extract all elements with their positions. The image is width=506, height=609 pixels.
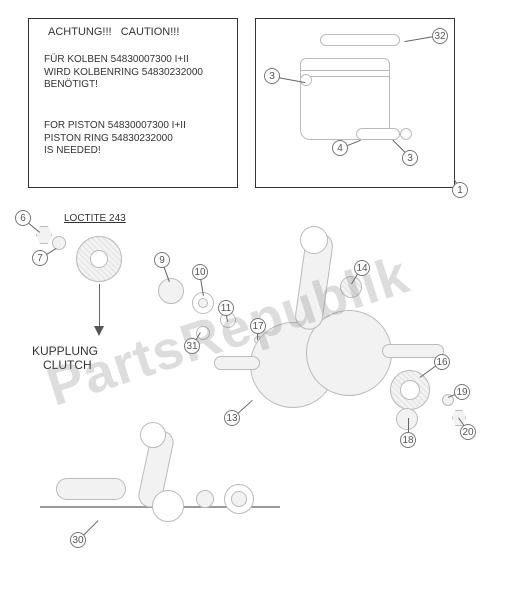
clutch-arrow-head — [94, 326, 104, 336]
callout-3: 3 — [402, 150, 418, 166]
callout-31: 31 — [184, 338, 200, 354]
clutch-arrow-shaft — [99, 284, 100, 326]
callout-7: 7 — [32, 250, 48, 266]
warning-text-de: FÜR KOLBEN 54830007300 I+II WIRD KOLBENR… — [44, 54, 203, 92]
callout-19: 19 — [454, 384, 470, 400]
nut-6 — [36, 226, 52, 244]
crank-shaft-left — [214, 356, 260, 370]
needle-bearing-14 — [340, 276, 362, 298]
conrod-small-end — [300, 226, 328, 254]
clutch-label-en: CLUTCH — [43, 358, 92, 373]
callout-3: 3 — [264, 68, 280, 84]
callout-14: 14 — [354, 260, 370, 276]
warning-text-en: FOR PISTON 54830007300 I+II PISTON RING … — [44, 120, 186, 158]
kit-conrod-bigend — [152, 490, 184, 522]
callout-32: 32 — [432, 28, 448, 44]
kit-conrod-smallend — [140, 422, 166, 448]
kit-pin — [56, 478, 126, 500]
kit-washer — [196, 490, 214, 508]
gear-bore — [90, 250, 108, 268]
callout-18: 18 — [400, 432, 416, 448]
callout-16: 16 — [434, 354, 450, 370]
callout-30: 30 — [70, 532, 86, 548]
callout-13: 13 — [224, 410, 240, 426]
callout-9: 9 — [154, 252, 170, 268]
callout-20: 20 — [460, 424, 476, 440]
callout-4: 4 — [332, 140, 348, 156]
callout-11: 11 — [218, 300, 234, 316]
bearing-16-bore — [400, 380, 420, 400]
warning-header: ACHTUNG!!! CAUTION!!! — [48, 26, 179, 40]
piston-ring — [320, 34, 400, 46]
seal-18 — [396, 408, 418, 430]
piston-circlip-right — [400, 128, 412, 140]
loctite-label: LOCTITE 243 — [64, 213, 126, 226]
clutch-label-de: KUPPLUNG — [32, 344, 98, 359]
callout-10: 10 — [192, 264, 208, 280]
callout-6: 6 — [15, 210, 31, 226]
kit-bearing-inner — [231, 491, 247, 507]
callout-1: 1 — [452, 182, 468, 198]
warning-box — [28, 18, 238, 188]
callout-17: 17 — [250, 318, 266, 334]
crank-shaft-right — [382, 344, 444, 358]
piston-pin — [356, 128, 400, 140]
piston-circlip-left — [300, 74, 312, 86]
seal-9 — [158, 278, 184, 304]
cage-10-hole — [198, 298, 208, 308]
diagram-root: ACHTUNG!!! CAUTION!!! FÜR KOLBEN 5483000… — [0, 0, 506, 609]
